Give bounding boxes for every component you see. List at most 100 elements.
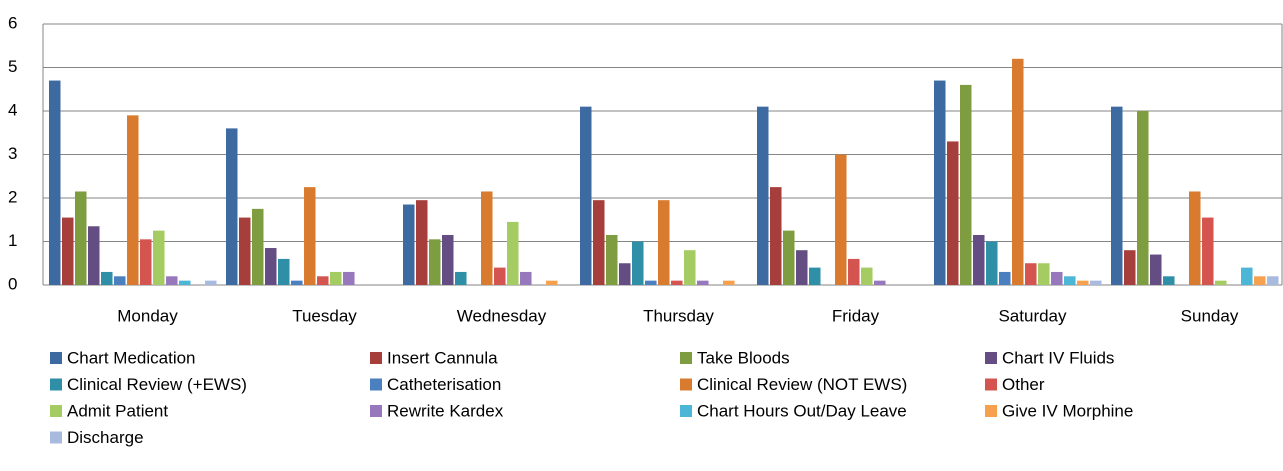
bar [1077, 280, 1089, 285]
legend-swatch [50, 378, 62, 391]
bar [1241, 267, 1253, 285]
bar [1025, 263, 1037, 285]
bar [684, 250, 696, 285]
bar [49, 80, 61, 285]
bar [697, 280, 709, 285]
bar [343, 271, 355, 285]
bar [153, 230, 165, 285]
bar [330, 271, 342, 285]
legend-label: Discharge [67, 428, 144, 447]
bar [101, 271, 113, 285]
bar [1051, 271, 1063, 285]
x-tick-label: Sunday [1181, 306, 1239, 325]
legend-label: Catheterisation [387, 375, 501, 394]
bar [416, 200, 428, 285]
legend-label: Clinical Review (+EWS) [67, 375, 247, 394]
bar [809, 267, 821, 285]
bar [88, 226, 100, 285]
bar [114, 276, 126, 285]
bar [1215, 280, 1227, 285]
bar [1090, 280, 1102, 285]
bar [75, 191, 87, 285]
bar [1267, 276, 1279, 285]
bar [593, 200, 605, 285]
bar [429, 239, 441, 285]
legend-label: Clinical Review (NOT EWS) [697, 375, 907, 394]
bar [127, 115, 139, 285]
x-tick-label: Friday [832, 306, 880, 325]
bar [723, 280, 735, 285]
bar [1012, 58, 1024, 285]
bar [140, 239, 152, 285]
bar [291, 280, 303, 285]
bar [1202, 217, 1214, 285]
y-tick-label: 1 [8, 231, 17, 250]
bar [1124, 250, 1136, 285]
bar [796, 250, 808, 285]
bar [1163, 276, 1175, 285]
bar [874, 280, 886, 285]
bar [934, 80, 946, 285]
bar [580, 106, 592, 286]
bar [757, 106, 769, 286]
x-tick-label: Monday [117, 306, 178, 325]
bar [671, 280, 683, 285]
bar [442, 234, 454, 285]
bar [632, 241, 644, 285]
bar [1038, 263, 1050, 285]
x-tick-label: Wednesday [457, 306, 547, 325]
bar [179, 280, 191, 285]
bar [520, 271, 532, 285]
bar [606, 234, 618, 285]
bar [986, 241, 998, 285]
bar [403, 204, 415, 285]
bar [481, 191, 493, 285]
bar [973, 234, 985, 285]
y-tick-label: 4 [8, 100, 17, 119]
bar [1064, 276, 1076, 285]
bar [1111, 106, 1123, 286]
bar [317, 276, 329, 285]
bar [658, 200, 670, 285]
bar [835, 154, 847, 285]
bar [861, 267, 873, 285]
legend-swatch [985, 405, 997, 417]
legend-label: Other [1002, 375, 1045, 394]
bar [265, 248, 277, 285]
bar [278, 258, 290, 285]
legend-label: Rewrite Kardex [387, 401, 504, 420]
legend-swatch [50, 352, 62, 364]
bar [1189, 191, 1201, 285]
legend-label: Insert Cannula [387, 348, 498, 367]
bar [770, 187, 782, 285]
legend-swatch [680, 352, 692, 364]
legend-swatch [680, 378, 692, 391]
bar [848, 258, 860, 285]
legend-swatch [680, 405, 692, 417]
legend-label: Chart IV Fluids [1002, 348, 1114, 367]
bar [1254, 276, 1266, 285]
bar [947, 141, 959, 285]
legend-label: Give IV Morphine [1002, 401, 1133, 420]
bar [494, 267, 506, 285]
y-tick-label: 5 [8, 57, 17, 76]
legend-swatch [370, 352, 382, 364]
bar [546, 280, 558, 285]
bar [1150, 254, 1162, 285]
bar [645, 280, 657, 285]
legend-label: Admit Patient [67, 401, 168, 420]
legend-swatch [370, 405, 382, 417]
bar [252, 208, 264, 285]
bar [304, 187, 316, 285]
legend-label: Take Bloods [697, 348, 790, 367]
legend-swatch [370, 378, 382, 391]
x-tick-label: Saturday [998, 306, 1067, 325]
y-tick-label: 0 [8, 274, 17, 293]
bar [619, 263, 631, 285]
bar [507, 221, 519, 285]
bar [455, 271, 467, 285]
bar [62, 217, 74, 285]
bar [960, 84, 972, 286]
legend-label: Chart Medication [67, 348, 196, 367]
